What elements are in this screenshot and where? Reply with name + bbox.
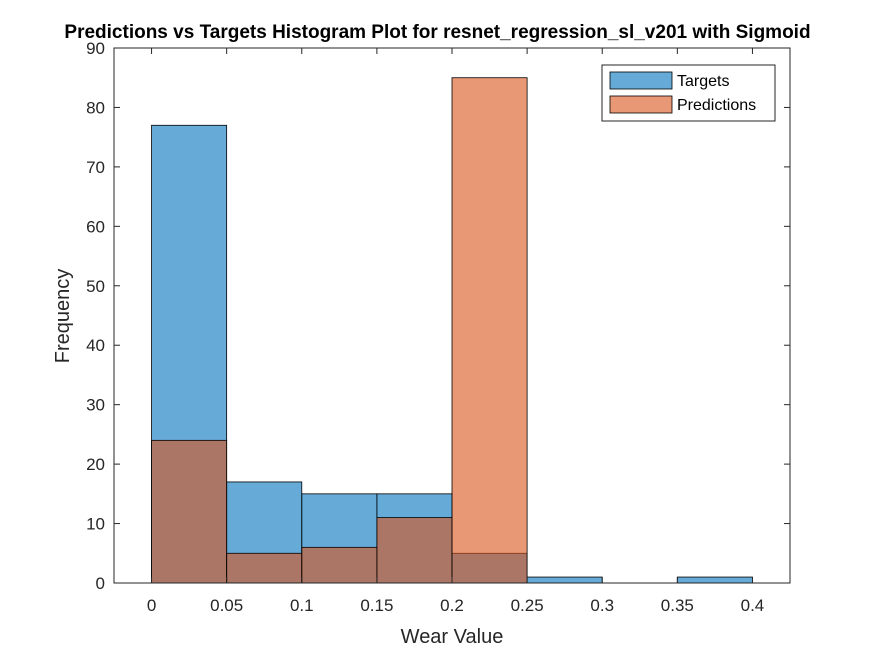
x-tick-label: 0.3	[590, 596, 614, 615]
x-axis-label: Wear Value	[401, 626, 504, 648]
y-ticks: 0 10 20 30 40 50 60 70 80 90	[86, 39, 790, 593]
predictions-bar	[151, 439, 228, 584]
y-tick-label: 50	[86, 277, 105, 296]
y-tick-label: 70	[86, 158, 105, 177]
legend-label-targets: Targets	[677, 73, 729, 90]
predictions-bar	[451, 77, 528, 584]
predictions-bar	[376, 517, 453, 584]
x-tick-label: 0.2	[440, 596, 464, 615]
x-tick-label: 0	[147, 596, 156, 615]
x-tick-label: 0.4	[741, 596, 765, 615]
y-tick-label: 10	[86, 515, 105, 534]
y-tick-label: 40	[86, 336, 105, 355]
x-tick-label: 0.35	[661, 596, 694, 615]
x-tick-label: 0.25	[511, 596, 544, 615]
predictions-bar	[226, 552, 303, 584]
x-ticks: 0 0.05 0.1 0.15 0.2 0.25 0.3 0.35 0.4	[147, 48, 764, 615]
legend: Targets Predictions	[601, 64, 776, 122]
legend-swatch-predictions	[609, 95, 673, 114]
predictions-bar	[301, 546, 378, 584]
legend-swatch-targets	[609, 71, 673, 90]
x-tick-label: 0.15	[360, 596, 393, 615]
y-tick-label: 20	[86, 455, 105, 474]
y-tick-label: 80	[86, 98, 105, 117]
y-tick-label: 90	[86, 39, 105, 58]
predictions-bars	[151, 77, 528, 584]
x-tick-label: 0.1	[290, 596, 314, 615]
targets-bar	[676, 576, 753, 584]
targets-bar	[526, 576, 603, 584]
y-tick-label: 0	[96, 574, 105, 593]
y-tick-label: 60	[86, 217, 105, 236]
y-axis-label: Frequency	[52, 269, 74, 364]
chart-title: Predictions vs Targets Histogram Plot fo…	[64, 22, 810, 43]
y-tick-label: 30	[86, 396, 105, 415]
legend-label-predictions: Predictions	[677, 97, 756, 114]
x-tick-label: 0.05	[210, 596, 243, 615]
